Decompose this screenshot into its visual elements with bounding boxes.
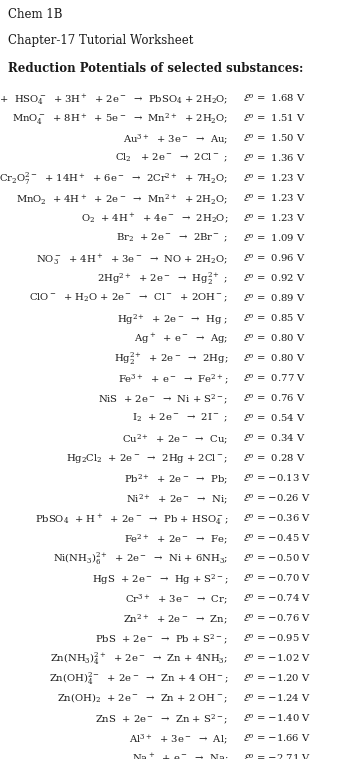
Text: Ni(NH$_3$)$_6^{2+}$  + 2e$^-$  →  Ni + 6NH$_3$;: Ni(NH$_3$)$_6^{2+}$ + 2e$^-$ → Ni + 6NH$… — [53, 552, 228, 567]
Text: $\mathcal{E}^o$ =  1.68 V: $\mathcal{E}^o$ = 1.68 V — [243, 92, 306, 104]
Text: $\mathcal{E}^o$ = −1.24 V: $\mathcal{E}^o$ = −1.24 V — [243, 692, 311, 704]
Text: $\mathcal{E}^o$ =  0.76 V: $\mathcal{E}^o$ = 0.76 V — [243, 392, 306, 404]
Text: Zn$^{2+}$  + 2e$^-$  →  Zn;: Zn$^{2+}$ + 2e$^-$ → Zn; — [124, 612, 228, 625]
Text: $\mathcal{E}^o$ =  0.80 V: $\mathcal{E}^o$ = 0.80 V — [243, 332, 305, 344]
Text: $\mathcal{E}^o$ =  0.85 V: $\mathcal{E}^o$ = 0.85 V — [243, 312, 305, 324]
Text: Au$^{3+}$  + 3e$^-$  →  Au;: Au$^{3+}$ + 3e$^-$ → Au; — [123, 132, 228, 146]
Text: $\mathcal{E}^o$ =  0.92 V: $\mathcal{E}^o$ = 0.92 V — [243, 272, 306, 284]
Text: $\mathcal{E}^o$ = −0.45 V: $\mathcal{E}^o$ = −0.45 V — [243, 532, 311, 544]
Text: Fe$^{3+}$  + e$^-$  →  Fe$^{2+}$;: Fe$^{3+}$ + e$^-$ → Fe$^{2+}$; — [118, 372, 228, 386]
Text: NO$_3^-$  + 4H$^+$  + 3e$^-$  →  NO + 2H$_2$O;: NO$_3^-$ + 4H$^+$ + 3e$^-$ → NO + 2H$_2$… — [36, 252, 228, 267]
Text: $\mathcal{E}^o$ = −0.50 V: $\mathcal{E}^o$ = −0.50 V — [243, 552, 311, 564]
Text: O$_2$  + 4H$^+$  + 4e$^-$  →  2H$_2$O;: O$_2$ + 4H$^+$ + 4e$^-$ → 2H$_2$O; — [80, 212, 228, 225]
Text: $\mathcal{E}^o$ =  0.54 V: $\mathcal{E}^o$ = 0.54 V — [243, 412, 306, 424]
Text: $\mathcal{E}^o$ =  1.09 V: $\mathcal{E}^o$ = 1.09 V — [243, 232, 306, 244]
Text: I$_2$  + 2e$^-$  →  2I$^-$ ;: I$_2$ + 2e$^-$ → 2I$^-$ ; — [132, 412, 228, 424]
Text: PbS  + 2e$^-$  →  Pb + S$^{2-}$;: PbS + 2e$^-$ → Pb + S$^{2-}$; — [95, 632, 228, 646]
Text: $\mathcal{E}^o$ = −0.76 V: $\mathcal{E}^o$ = −0.76 V — [243, 612, 311, 624]
Text: Chapter-17 Tutorial Worksheet: Chapter-17 Tutorial Worksheet — [8, 34, 193, 47]
Text: Cu$^{2+}$  + 2e$^-$  →  Cu;: Cu$^{2+}$ + 2e$^-$ → Cu; — [122, 432, 228, 446]
Text: Cr$^{3+}$  + 3e$^-$  →  Cr;: Cr$^{3+}$ + 3e$^-$ → Cr; — [125, 592, 228, 606]
Text: $\mathcal{E}^o$ =  1.51 V: $\mathcal{E}^o$ = 1.51 V — [243, 112, 306, 124]
Text: $\mathcal{E}^o$ = −1.20 V: $\mathcal{E}^o$ = −1.20 V — [243, 672, 311, 684]
Text: Zn(OH)$_2$  + 2e$^-$  →  Zn + 2 OH$^-$;: Zn(OH)$_2$ + 2e$^-$ → Zn + 2 OH$^-$; — [57, 692, 228, 705]
Text: MnO$_2$  + 4H$^+$  + 2e$^-$  →  Mn$^{2+}$  + 2H$_2$O;: MnO$_2$ + 4H$^+$ + 2e$^-$ → Mn$^{2+}$ + … — [16, 192, 228, 206]
Text: Hg$_2^{2+}$  + 2e$^-$  →  2Hg;: Hg$_2^{2+}$ + 2e$^-$ → 2Hg; — [114, 352, 228, 367]
Text: $\mathcal{E}^o$ = −0.95 V: $\mathcal{E}^o$ = −0.95 V — [243, 632, 311, 644]
Text: Zn(NH$_3$)$_4^{2+}$  + 2e$^-$  →  Zn + 4NH$_3$;: Zn(NH$_3$)$_4^{2+}$ + 2e$^-$ → Zn + 4NH$… — [50, 652, 228, 667]
Text: Pb$^{2+}$  + 2e$^-$  →  Pb;: Pb$^{2+}$ + 2e$^-$ → Pb; — [124, 472, 228, 486]
Text: $\mathcal{E}^o$ = −1.02 V: $\mathcal{E}^o$ = −1.02 V — [243, 652, 311, 664]
Text: $\mathcal{E}^o$ = −0.70 V: $\mathcal{E}^o$ = −0.70 V — [243, 572, 311, 584]
Text: $\mathcal{E}^o$ =  0.96 V: $\mathcal{E}^o$ = 0.96 V — [243, 252, 306, 264]
Text: Hg$^{2+}$  + 2e$^-$  →  Hg ;: Hg$^{2+}$ + 2e$^-$ → Hg ; — [117, 312, 228, 326]
Text: $\mathcal{E}^o$ =  1.36 V: $\mathcal{E}^o$ = 1.36 V — [243, 152, 306, 164]
Text: $\mathcal{E}^o$ =  0.80 V: $\mathcal{E}^o$ = 0.80 V — [243, 352, 305, 364]
Text: Hg$_2$Cl$_2$  + 2e$^-$  →  2Hg + 2Cl$^-$;: Hg$_2$Cl$_2$ + 2e$^-$ → 2Hg + 2Cl$^-$; — [66, 452, 228, 465]
Text: $\mathcal{E}^o$ =  1.23 V: $\mathcal{E}^o$ = 1.23 V — [243, 212, 306, 224]
Text: 2Hg$^{2+}$  + 2e$^-$  →  Hg$_2^{2+}$ ;: 2Hg$^{2+}$ + 2e$^-$ → Hg$_2^{2+}$ ; — [97, 272, 228, 287]
Text: $\mathcal{E}^o$ = −0.36 V: $\mathcal{E}^o$ = −0.36 V — [243, 512, 311, 524]
Text: Al$^{3+}$  + 3e$^-$  →  Al;: Al$^{3+}$ + 3e$^-$ → Al; — [129, 732, 228, 745]
Text: ZnS  + 2e$^-$  →  Zn + S$^{2-}$;: ZnS + 2e$^-$ → Zn + S$^{2-}$; — [95, 712, 228, 726]
Text: $\mathcal{E}^o$ =  0.28 V: $\mathcal{E}^o$ = 0.28 V — [243, 452, 306, 464]
Text: $\mathcal{E}^o$ =  1.23 V: $\mathcal{E}^o$ = 1.23 V — [243, 172, 306, 184]
Text: $\mathcal{E}^o$ = −0.13 V: $\mathcal{E}^o$ = −0.13 V — [243, 472, 311, 484]
Text: PbSO$_4$  + H$^+$  + 2e$^-$  →  Pb + HSO$_4^-$;: PbSO$_4$ + H$^+$ + 2e$^-$ → Pb + HSO$_4^… — [35, 512, 228, 527]
Text: $\mathcal{E}^o$ = −1.40 V: $\mathcal{E}^o$ = −1.40 V — [243, 712, 311, 724]
Text: $\mathcal{E}^o$ = −0.74 V: $\mathcal{E}^o$ = −0.74 V — [243, 592, 311, 604]
Text: $\mathcal{E}^o$ =  0.34 V: $\mathcal{E}^o$ = 0.34 V — [243, 432, 306, 444]
Text: MnO$_4^-$  + 8H$^+$  + 5e$^-$  →  Mn$^{2+}$  + 2H$_2$O;: MnO$_4^-$ + 8H$^+$ + 5e$^-$ → Mn$^{2+}$ … — [12, 112, 228, 127]
Text: $\mathcal{E}^o$ =  1.50 V: $\mathcal{E}^o$ = 1.50 V — [243, 132, 306, 144]
Text: $\mathcal{E}^o$ = −1.66 V: $\mathcal{E}^o$ = −1.66 V — [243, 732, 311, 744]
Text: Ni$^{2+}$  + 2e$^-$  →  Ni;: Ni$^{2+}$ + 2e$^-$ → Ni; — [126, 492, 228, 505]
Text: $\mathcal{E}^o$ = −0.26 V: $\mathcal{E}^o$ = −0.26 V — [243, 492, 311, 504]
Text: Na$^+$  + e$^-$  →  Na;: Na$^+$ + e$^-$ → Na; — [132, 752, 228, 759]
Text: Ag$^+$  + e$^-$  →  Ag;: Ag$^+$ + e$^-$ → Ag; — [134, 332, 228, 346]
Text: Reduction Potentials of selected substances:: Reduction Potentials of selected substan… — [8, 62, 303, 75]
Text: $\mathcal{E}^o$ =  0.89 V: $\mathcal{E}^o$ = 0.89 V — [243, 292, 305, 304]
Text: Cl$_2$   + 2e$^-$  →  2Cl$^-$ ;: Cl$_2$ + 2e$^-$ → 2Cl$^-$ ; — [115, 152, 228, 164]
Text: Zn(OH)$_4^{2-}$  + 2e$^-$  →  Zn + 4 OH$^-$;: Zn(OH)$_4^{2-}$ + 2e$^-$ → Zn + 4 OH$^-$… — [49, 672, 228, 687]
Text: PbO$_2$ +  HSO$_4^-$  + 3H$^+$  + 2e$^-$  →  PbSO$_4$ + 2H$_2$O;: PbO$_2$ + HSO$_4^-$ + 3H$^+$ + 2e$^-$ → … — [0, 92, 228, 107]
Text: $\mathcal{E}^o$ = −2.71 V: $\mathcal{E}^o$ = −2.71 V — [243, 752, 311, 759]
Text: Br$_2$  + 2e$^-$  →  2Br$^-$ ;: Br$_2$ + 2e$^-$ → 2Br$^-$ ; — [116, 232, 228, 244]
Text: $\mathcal{E}^o$ =  0.77 V: $\mathcal{E}^o$ = 0.77 V — [243, 372, 306, 384]
Text: ClO$^-$  + H$_2$O + 2e$^-$  →  Cl$^-$  + 2OH$^-$;: ClO$^-$ + H$_2$O + 2e$^-$ → Cl$^-$ + 2OH… — [29, 292, 228, 304]
Text: Fe$^{2+}$  + 2e$^-$  →  Fe;: Fe$^{2+}$ + 2e$^-$ → Fe; — [125, 532, 228, 546]
Text: HgS  + 2e$^-$  →  Hg + S$^{2-}$;: HgS + 2e$^-$ → Hg + S$^{2-}$; — [91, 572, 228, 587]
Text: NiS  + 2e$^-$  →  Ni + S$^{2-}$;: NiS + 2e$^-$ → Ni + S$^{2-}$; — [98, 392, 228, 405]
Text: Cr$_2$O$_7^{2-}$  + 14H$^+$  + 6e$^-$  →  2Cr$^{2+}$  + 7H$_2$O;: Cr$_2$O$_7^{2-}$ + 14H$^+$ + 6e$^-$ → 2C… — [0, 172, 228, 187]
Text: Chem 1B: Chem 1B — [8, 8, 62, 21]
Text: $\mathcal{E}^o$ =  1.23 V: $\mathcal{E}^o$ = 1.23 V — [243, 192, 306, 204]
